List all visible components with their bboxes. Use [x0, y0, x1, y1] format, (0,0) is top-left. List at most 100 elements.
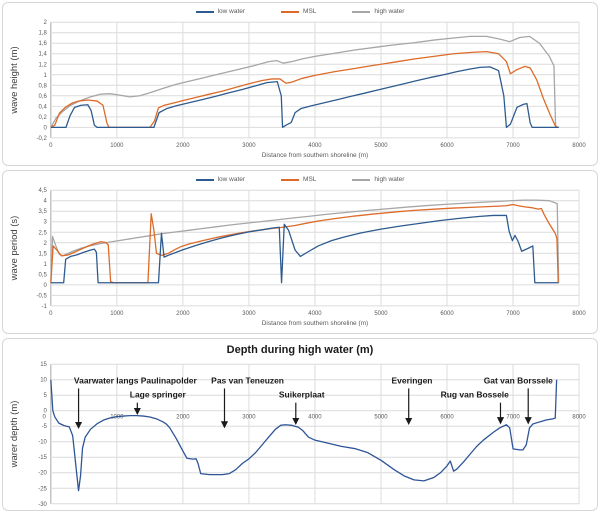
svg-text:3000: 3000 [242, 415, 256, 421]
svg-text:2000: 2000 [176, 311, 190, 317]
svg-text:7000: 7000 [506, 415, 520, 421]
y-axis-title: warer depth (m) [9, 401, 20, 469]
svg-text:0,8: 0,8 [39, 83, 48, 89]
svg-text:0: 0 [44, 409, 48, 415]
wave-period-plot: 4,543,532,521,510,50-0,5-10 1000 2000 3000 4… [9, 188, 586, 327]
series-low-water [50, 66, 559, 129]
gridlines [50, 21, 580, 139]
svg-text:15: 15 [40, 362, 47, 368]
annotation-label: Gat van Borssele [484, 375, 553, 385]
annotation-label: Rug van Bossele [441, 390, 510, 400]
wave-height-chart: 2 1,8 1,6 1,4 1,2 1 0,8 0,6 0,4 0,2 0 -0,2 0 1000 2000… [3, 17, 597, 165]
svg-text:8000: 8000 [572, 415, 586, 421]
series-low-water [50, 214, 559, 284]
legend-item-msl: MSL [281, 175, 317, 184]
svg-text:4000: 4000 [308, 143, 322, 149]
svg-text:0: 0 [49, 143, 53, 149]
wave-height-panel: low water MSL high water 2 1,8 1,6 1,4 1,2 1 0… [2, 2, 598, 166]
svg-text:1: 1 [44, 262, 48, 268]
svg-text:-20: -20 [38, 471, 47, 477]
svg-text:7000: 7000 [506, 143, 520, 149]
svg-text:8000: 8000 [572, 311, 586, 317]
wave-period-chart: 4,5 4 3,5 3 2,5 2 1,5 1 0,5 0 -0,5 -1 0 1000 2000 3000 4… [3, 185, 597, 333]
svg-text:6000: 6000 [440, 143, 454, 149]
x-axis-title: Distance from southern shoreline (m) [262, 152, 368, 159]
svg-text:-30: -30 [38, 502, 47, 508]
svg-text:7000: 7000 [506, 311, 520, 317]
wave-period-legend: low water MSL high water [3, 171, 597, 185]
legend-swatch-low-water [195, 179, 214, 181]
legend-swatch-high-water [352, 11, 371, 13]
svg-text:1,6: 1,6 [39, 41, 48, 47]
legend-label-msl: MSL [303, 7, 317, 15]
wave-period-panel: low water MSL high water 4,5 4 3,5 3 2,5 2 1,5… [2, 170, 598, 334]
svg-text:5000: 5000 [374, 415, 388, 421]
depth-chart-title: Depth during high water (m) [226, 344, 374, 356]
svg-text:2000: 2000 [176, 143, 190, 149]
legend-swatch-msl [281, 11, 300, 13]
svg-text:1000: 1000 [110, 143, 124, 149]
series-high-water [50, 35, 560, 129]
svg-text:0,2: 0,2 [39, 115, 48, 121]
svg-text:-0,2: -0,2 [37, 136, 48, 142]
svg-text:-25: -25 [38, 486, 47, 492]
svg-text:3: 3 [44, 220, 48, 226]
series-high-water [50, 199, 560, 283]
svg-text:2: 2 [44, 20, 48, 26]
depth-chart: 15 10 5 0 -5 -10 -15 -20 -25 -30 0 1000 2000 3000 4000… [3, 358, 597, 510]
svg-text:4000: 4000 [308, 415, 322, 421]
legend-label-msl: MSL [303, 175, 317, 183]
svg-text:3,5: 3,5 [39, 209, 48, 215]
legend-label-low-water: low water [217, 7, 246, 15]
svg-text:6000: 6000 [440, 415, 454, 421]
annotation-label: Lage springer [130, 390, 187, 400]
legend-label-high-water: high water [374, 175, 405, 183]
annotation-label: Vaarwater langs Paulinapolder [74, 375, 198, 385]
svg-text:1,4: 1,4 [39, 52, 48, 58]
legend-item-low-water: low water [195, 175, 246, 184]
svg-text:0,6: 0,6 [39, 94, 48, 100]
legend-item-low-water: low water [195, 7, 246, 16]
series-MSL [50, 50, 559, 129]
legend-swatch-low-water [195, 11, 214, 13]
svg-text:1000: 1000 [110, 415, 124, 421]
legend-label-high-water: high water [374, 7, 405, 15]
svg-text:5000: 5000 [374, 143, 388, 149]
y-axis-title: wave period (s) [9, 216, 20, 282]
svg-text:3000: 3000 [242, 143, 256, 149]
y-axis-title: wave height (m) [9, 46, 20, 114]
svg-text:3000: 3000 [242, 311, 256, 317]
svg-text:5: 5 [44, 393, 48, 399]
gridlines [50, 189, 580, 307]
svg-text:10: 10 [40, 378, 47, 384]
svg-text:1: 1 [44, 73, 48, 79]
svg-text:1,8: 1,8 [39, 31, 48, 37]
svg-text:0: 0 [44, 125, 48, 131]
legend-item-high-water: high water [352, 7, 405, 16]
svg-text:4,5: 4,5 [39, 188, 48, 194]
annotation-label: Everingen [392, 375, 433, 385]
legend-item-high-water: high water [352, 175, 405, 184]
svg-text:-5: -5 [42, 424, 48, 430]
legend-label-low-water: low water [217, 175, 246, 183]
legend-item-msl: MSL [281, 7, 317, 16]
svg-text:8000: 8000 [572, 143, 586, 149]
series-depth [50, 379, 558, 492]
wave-height-plot: 21,81,61,41,210,80,60,40,20-0,20 1000 2000… [9, 20, 587, 159]
annotation-label: Suikerplaat [279, 390, 325, 400]
annotation-label: Pas van Teneuzen [211, 375, 284, 385]
legend-swatch-high-water [352, 179, 371, 181]
svg-text:6000: 6000 [440, 311, 454, 317]
svg-text:1000: 1000 [110, 311, 124, 317]
svg-text:1,5: 1,5 [39, 251, 48, 257]
svg-text:4000: 4000 [308, 311, 322, 317]
svg-text:0: 0 [49, 311, 53, 317]
svg-text:-10: -10 [38, 440, 47, 446]
svg-text:0: 0 [44, 283, 48, 289]
depth-plot: 15 10 5 0 -5 -10 -15 -20 -25 -30 0 1000 2000 3000 4000… [9, 362, 586, 508]
depth-panel: Depth during high water (m) 15 10 5 0 -5 -10 -… [2, 338, 598, 511]
svg-text:2,5: 2,5 [39, 230, 48, 236]
tick-labels: 21,81,61,41,210,80,60,40,20-0,20 1000 2000… [37, 20, 587, 149]
svg-text:0,4: 0,4 [39, 104, 48, 110]
